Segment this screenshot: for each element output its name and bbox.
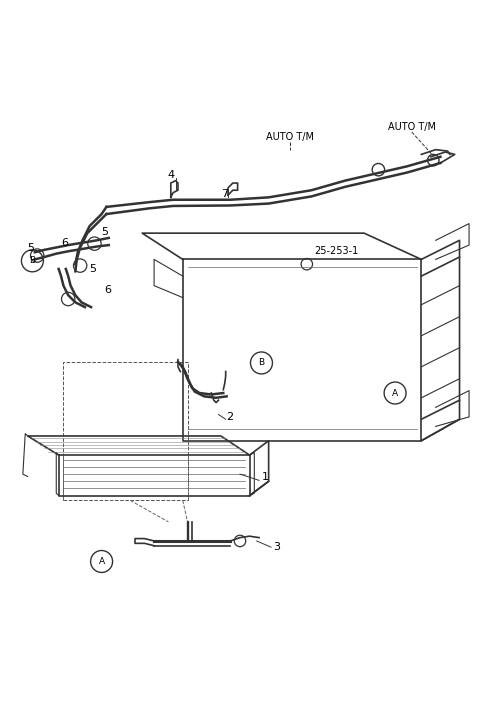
- Text: 3: 3: [274, 542, 280, 552]
- Text: 4: 4: [167, 170, 174, 180]
- Text: 2: 2: [226, 412, 233, 422]
- Text: 25-253-1: 25-253-1: [314, 246, 358, 256]
- Text: B: B: [29, 256, 36, 265]
- Text: A: A: [98, 557, 105, 566]
- Text: 6: 6: [61, 237, 68, 248]
- Text: 6: 6: [104, 285, 111, 295]
- Text: 5: 5: [28, 243, 35, 253]
- Text: 1: 1: [262, 473, 268, 482]
- Text: 5: 5: [102, 227, 108, 237]
- Text: AUTO T/M: AUTO T/M: [266, 132, 314, 142]
- Text: 7: 7: [221, 189, 228, 199]
- Text: AUTO T/M: AUTO T/M: [388, 122, 436, 132]
- Text: B: B: [258, 358, 264, 368]
- Text: 5: 5: [90, 264, 96, 274]
- Text: A: A: [392, 389, 398, 397]
- Bar: [63, 362, 188, 500]
